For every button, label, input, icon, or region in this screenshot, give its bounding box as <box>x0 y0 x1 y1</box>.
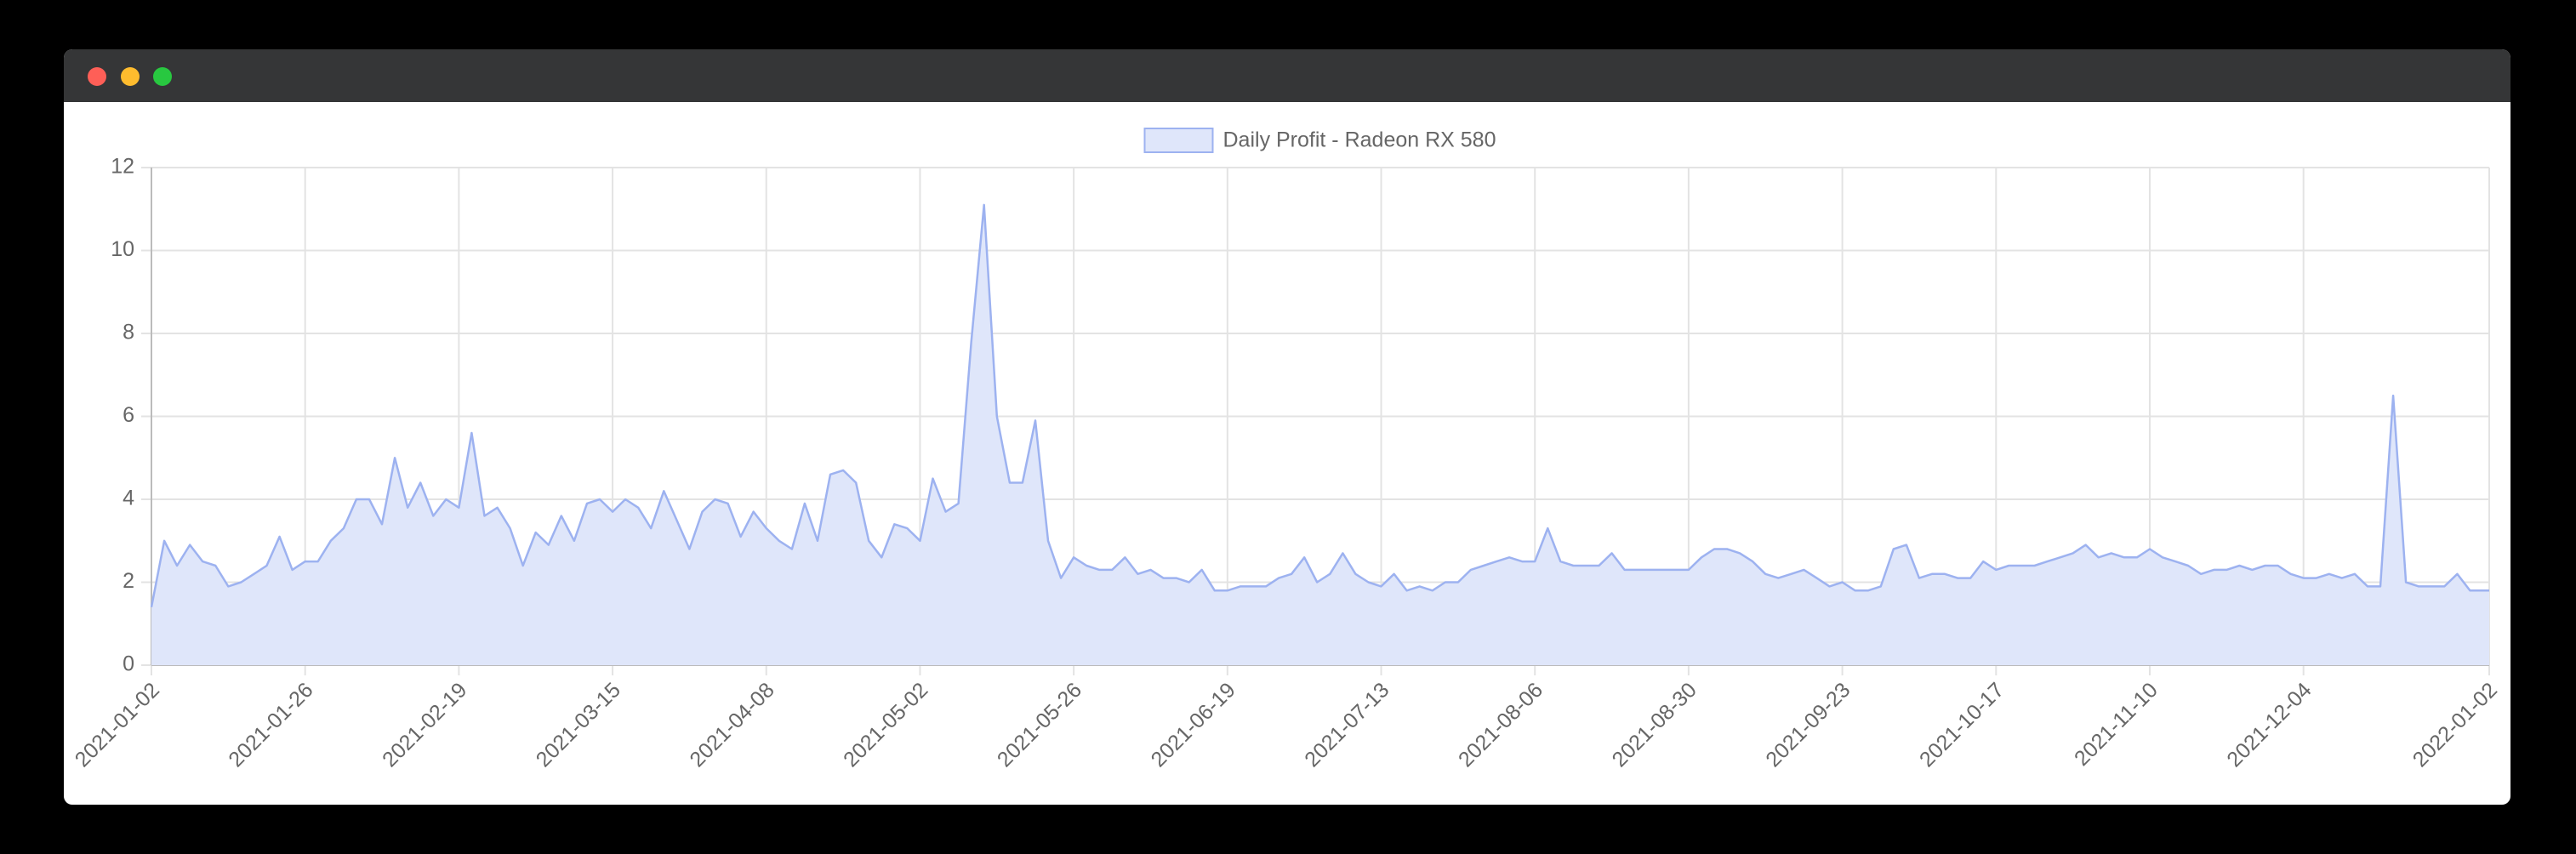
y-tick-label: 6 <box>123 403 134 427</box>
zoom-button[interactable] <box>153 67 172 86</box>
y-tick-label: 0 <box>123 652 134 676</box>
legend-label: Daily Profit - Radeon RX 580 <box>1223 128 1496 152</box>
minimize-button[interactable] <box>121 67 140 86</box>
y-tick-label: 12 <box>111 155 134 179</box>
y-tick-label: 4 <box>123 487 134 510</box>
y-tick-label: 10 <box>111 237 134 261</box>
legend-swatch <box>1143 128 1214 153</box>
y-tick-label: 8 <box>123 321 134 344</box>
line <box>150 203 2489 608</box>
close-button[interactable] <box>88 67 106 86</box>
y-tick-label: 2 <box>123 569 134 593</box>
title-bar <box>64 49 2510 102</box>
area <box>151 204 2489 665</box>
